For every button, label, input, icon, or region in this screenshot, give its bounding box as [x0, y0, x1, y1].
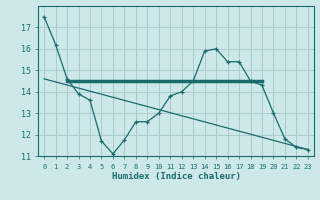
X-axis label: Humidex (Indice chaleur): Humidex (Indice chaleur)	[111, 172, 241, 181]
